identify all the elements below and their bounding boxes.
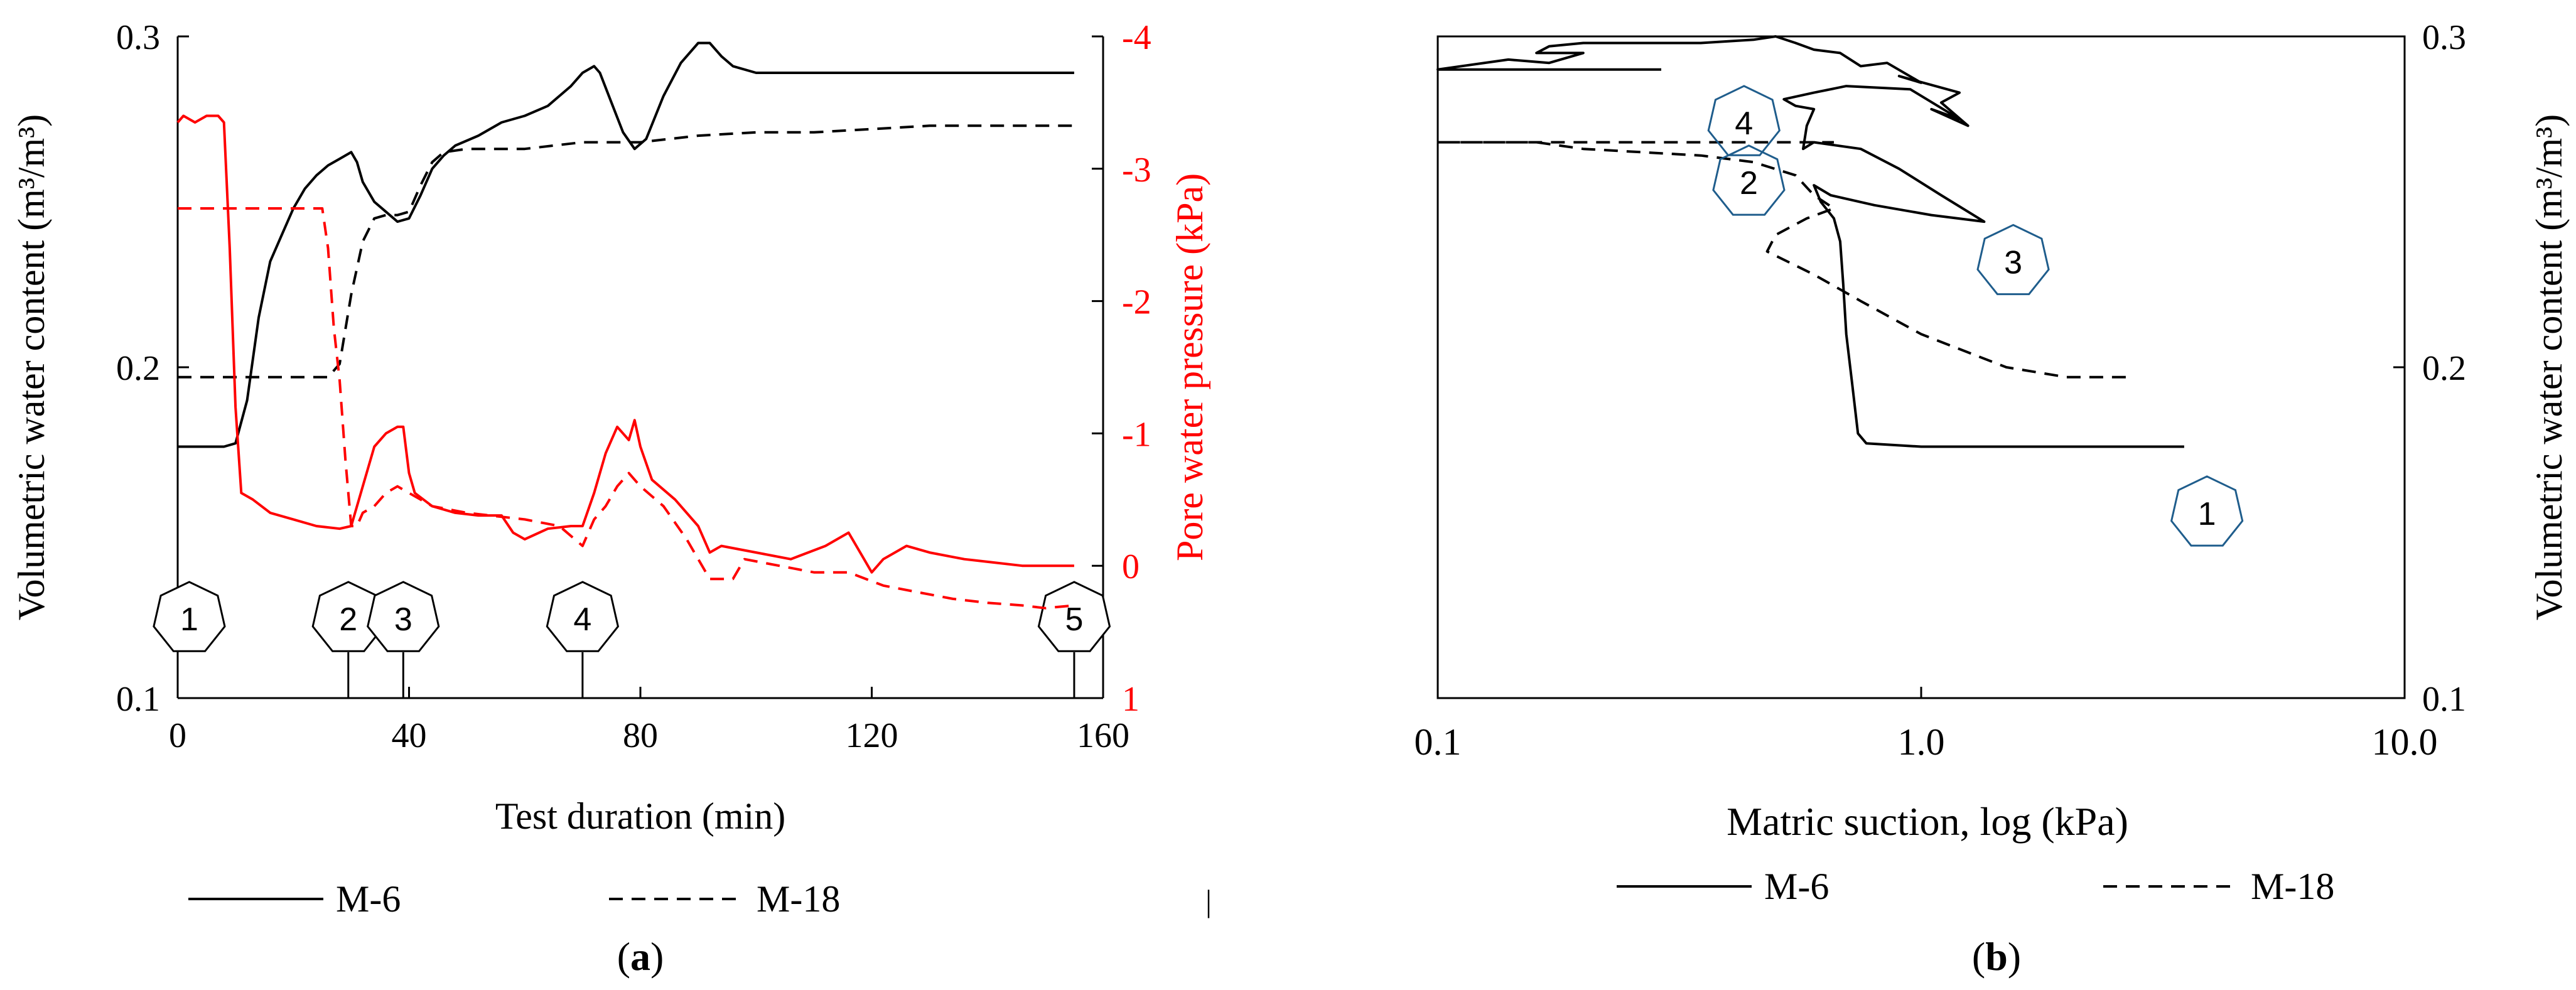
a-marker-heptagon (546, 581, 620, 652)
legend-a-dashed-label: M-18 (757, 878, 840, 920)
a-left-tick-label: 0.3 (116, 18, 160, 57)
a-series-line-1 (178, 124, 1074, 379)
a-marker-label: 2 (339, 601, 357, 638)
legend-b-dashed-label: M-18 (2251, 866, 2334, 907)
panel-b-plot-area (1436, 35, 2406, 699)
b-right-tick-label: 0.2 (2422, 349, 2466, 388)
a-series-line-0 (178, 41, 1074, 448)
a-marker-label: 5 (1065, 601, 1083, 638)
a-marker-heptagon (367, 581, 440, 652)
b-marker-heptagon (1707, 85, 1781, 156)
panel-a-label: (a) (617, 934, 664, 979)
panel-a-left-y-label: Volumetric water content (m³/m³) (11, 114, 52, 620)
panel-b-series (1436, 35, 2184, 448)
a-right-tick-label: -1 (1122, 415, 1151, 454)
b-right-tick-label: 0.3 (2422, 18, 2466, 57)
a-right-tick-label: 1 (1122, 680, 1140, 719)
a-x-tick-label: 80 (623, 716, 658, 755)
a-left-tick-label: 0.2 (116, 349, 160, 388)
b-marker-label: 2 (1740, 165, 1758, 202)
b-marker-heptagon (2170, 475, 2244, 547)
legend-a-solid-label: M-6 (336, 878, 401, 920)
a-marker-heptagon (1037, 581, 1111, 652)
a-x-tick-label: 160 (1077, 716, 1129, 755)
panel-a-ticks: 0 40 80 120 160 0.1 0.2 0.3 1 0 -1 -2 -3 -4 (116, 18, 1151, 755)
a-right-tick-label: -3 (1122, 151, 1151, 190)
a-x-tick-label: 120 (846, 716, 898, 755)
a-marker-label: 4 (573, 601, 591, 638)
a-series-line-3 (178, 207, 1075, 610)
panel-a-x-label: Test duration (min) (495, 795, 785, 837)
b-marker-heptagon (1712, 144, 1786, 216)
a-x-tick-label: 0 (169, 716, 186, 755)
b-x-tick-label: 0.1 (1415, 721, 1462, 763)
a-x-tick-label: 40 (392, 716, 427, 755)
b-right-tick-label: 0.1 (2422, 680, 2466, 719)
panel-a-legend: M-6 M-18 (188, 878, 840, 920)
panel-divider: | (1205, 883, 1212, 918)
b-marker-label: 4 (1735, 105, 1753, 142)
legend-b-solid-label: M-6 (1764, 866, 1829, 907)
b-series-line-1 (1436, 141, 2126, 379)
panel-b-legend: M-6 M-18 (1617, 866, 2334, 907)
b-series-line-0 (1436, 35, 2184, 448)
b-x-tick-label: 1.0 (1898, 721, 1945, 763)
a-marker-heptagon (153, 581, 226, 652)
a-marker-label: 3 (394, 601, 412, 638)
b-marker-label: 3 (2004, 244, 2022, 281)
panel-b-label: (b) (1972, 934, 2021, 979)
a-left-tick-label: 0.1 (116, 680, 160, 719)
a-right-tick-label: -2 (1122, 283, 1151, 322)
a-series-line-2 (176, 114, 1074, 574)
panel-b-stage-markers: 1 2 3 4 (1707, 85, 2244, 547)
b-marker-heptagon (1976, 223, 2050, 296)
b-x-tick-label: 10.0 (2372, 721, 2438, 763)
b-marker-label: 1 (2198, 496, 2216, 532)
a-marker-label: 1 (180, 601, 198, 638)
a-right-tick-label: 0 (1122, 547, 1140, 586)
panel-b-label-letter: b (1985, 934, 2008, 979)
a-right-tick-label: -4 (1122, 18, 1151, 57)
panel-b-right-y-label: Volumetric water content (m³/m³) (2528, 114, 2570, 620)
panel-a-right-y-label: Pore water pressure (kPa) (1169, 173, 1210, 561)
panel-b-x-label: Matric suction, log (kPa) (1727, 799, 2128, 844)
panel-b-ticks: 0.1 1.0 10.00.10.20.3 (1415, 18, 2467, 763)
panel-a-label-letter: a (630, 934, 650, 979)
panel-a-series (176, 41, 1075, 610)
